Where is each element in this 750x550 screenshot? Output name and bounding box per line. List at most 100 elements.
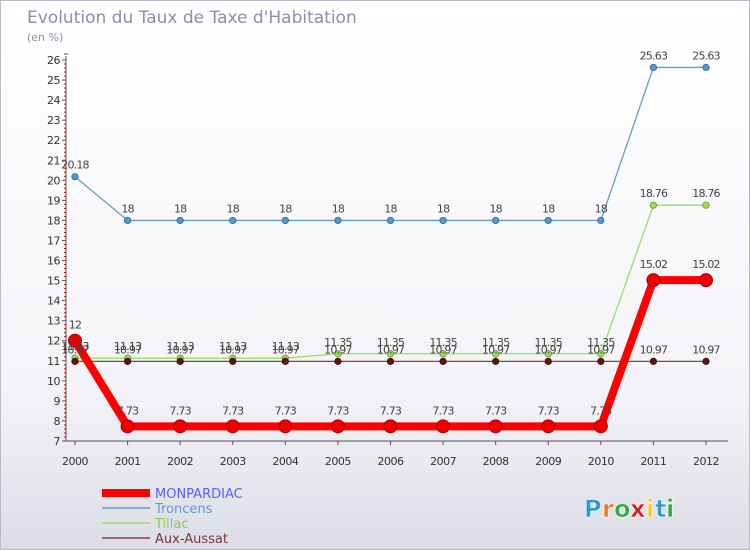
x-tick-label: 2012 bbox=[693, 455, 719, 468]
y-tick-label: 26 bbox=[47, 54, 60, 67]
data-point bbox=[597, 350, 605, 358]
y-tick-label: 11 bbox=[47, 355, 60, 368]
logo-letter: x bbox=[630, 495, 646, 523]
data-label: 18 bbox=[489, 202, 502, 215]
x-tick-label: 2011 bbox=[640, 455, 666, 468]
data-label: 11.35 bbox=[587, 336, 615, 349]
data-point bbox=[439, 216, 447, 225]
logo-letter: r bbox=[602, 495, 614, 523]
data-point bbox=[173, 419, 188, 434]
y-tick-label: 20 bbox=[47, 174, 60, 187]
data-point bbox=[386, 216, 395, 225]
y-tick-label: 13 bbox=[47, 315, 60, 328]
data-point bbox=[492, 357, 500, 365]
data-point bbox=[544, 357, 552, 365]
data-point bbox=[386, 350, 395, 358]
x-tick-label: 2008 bbox=[483, 455, 509, 468]
data-point bbox=[436, 419, 451, 434]
data-label: 7.73 bbox=[380, 404, 402, 417]
x-tick-label: 2000 bbox=[62, 455, 88, 468]
data-label: 10.97 bbox=[640, 343, 668, 356]
data-point bbox=[281, 357, 289, 365]
y-tick-label: 21 bbox=[47, 154, 60, 167]
data-label: 10.97 bbox=[587, 343, 615, 356]
data-point bbox=[229, 357, 237, 365]
data-label: 11.13 bbox=[166, 340, 194, 353]
data-label: 7.73 bbox=[117, 404, 139, 417]
data-point bbox=[439, 350, 447, 358]
data-label: 18 bbox=[332, 202, 345, 215]
data-label: 7.73 bbox=[538, 404, 560, 417]
data-label: 11.13 bbox=[219, 340, 247, 353]
data-label: 7.73 bbox=[485, 404, 507, 417]
data-label: 10.97 bbox=[219, 343, 247, 356]
data-point bbox=[281, 216, 289, 225]
data-label: 10.97 bbox=[166, 343, 194, 356]
y-tick-label: 15 bbox=[47, 275, 60, 288]
data-point bbox=[702, 201, 710, 209]
data-point bbox=[123, 357, 132, 365]
data-point bbox=[334, 216, 342, 225]
data-label: 10.97 bbox=[61, 343, 89, 356]
data-label: 18.76 bbox=[640, 187, 668, 200]
points-layer bbox=[68, 63, 713, 434]
data-label: 11.35 bbox=[377, 336, 405, 349]
data-point bbox=[544, 350, 552, 358]
data-label: 10.97 bbox=[114, 343, 142, 356]
x-tick-label: 2010 bbox=[588, 455, 614, 468]
data-point bbox=[225, 419, 240, 434]
data-point bbox=[702, 357, 710, 365]
y-tick-label: 16 bbox=[47, 255, 60, 268]
data-label: 7.73 bbox=[275, 404, 297, 417]
data-point bbox=[123, 216, 132, 225]
y-tick-label: 23 bbox=[47, 114, 60, 127]
data-point bbox=[492, 216, 500, 225]
logo-letter: t bbox=[655, 495, 666, 523]
x-tick-label: 2007 bbox=[430, 455, 456, 468]
data-label: 15.02 bbox=[692, 258, 720, 271]
data-label: 18 bbox=[121, 202, 134, 215]
chart-subtitle: (en %) bbox=[27, 31, 63, 44]
x-tick-label: 2006 bbox=[378, 455, 404, 468]
data-label: 18.76 bbox=[692, 187, 720, 200]
y-tick-label: 18 bbox=[47, 214, 60, 227]
data-point bbox=[699, 273, 713, 288]
data-label: 12 bbox=[69, 319, 81, 332]
data-label: 15.02 bbox=[640, 258, 668, 271]
data-point bbox=[120, 419, 135, 434]
labels-layer: 20.18 18 18 18 18 18 18 18 18 18 18 25.63 25.63 11.13… bbox=[61, 49, 721, 417]
y-tick-label: 24 bbox=[47, 94, 60, 107]
data-label: 10.97 bbox=[429, 343, 457, 356]
data-label: 10.97 bbox=[324, 343, 352, 356]
data-label: 18 bbox=[384, 202, 397, 215]
y-tick-label: 25 bbox=[47, 74, 60, 87]
data-point bbox=[702, 63, 710, 72]
data-point bbox=[334, 350, 342, 358]
data-label: 11.35 bbox=[324, 336, 352, 349]
data-point bbox=[597, 216, 605, 225]
x-tick-label: 2001 bbox=[115, 455, 141, 468]
data-point bbox=[71, 357, 79, 365]
data-point bbox=[541, 419, 556, 434]
data-point bbox=[646, 273, 661, 288]
y-tick-label: 10 bbox=[47, 375, 60, 388]
data-label: 11.35 bbox=[482, 336, 510, 349]
data-label: 7.73 bbox=[222, 404, 244, 417]
data-label: 7.73 bbox=[327, 404, 349, 417]
data-point bbox=[649, 201, 658, 209]
data-label: 25.63 bbox=[692, 49, 720, 62]
y-tick-label: 9 bbox=[54, 395, 61, 408]
data-label: 18 bbox=[595, 202, 608, 215]
legend-label: MONPARDIAC bbox=[155, 487, 243, 502]
x-tick-label: 2009 bbox=[535, 455, 561, 468]
data-point bbox=[544, 216, 552, 225]
data-point bbox=[330, 419, 345, 434]
data-label: 10.97 bbox=[535, 343, 563, 356]
y-tick-label: 8 bbox=[54, 415, 61, 428]
data-point bbox=[492, 350, 500, 358]
data-point bbox=[278, 419, 293, 434]
data-point bbox=[383, 419, 398, 434]
